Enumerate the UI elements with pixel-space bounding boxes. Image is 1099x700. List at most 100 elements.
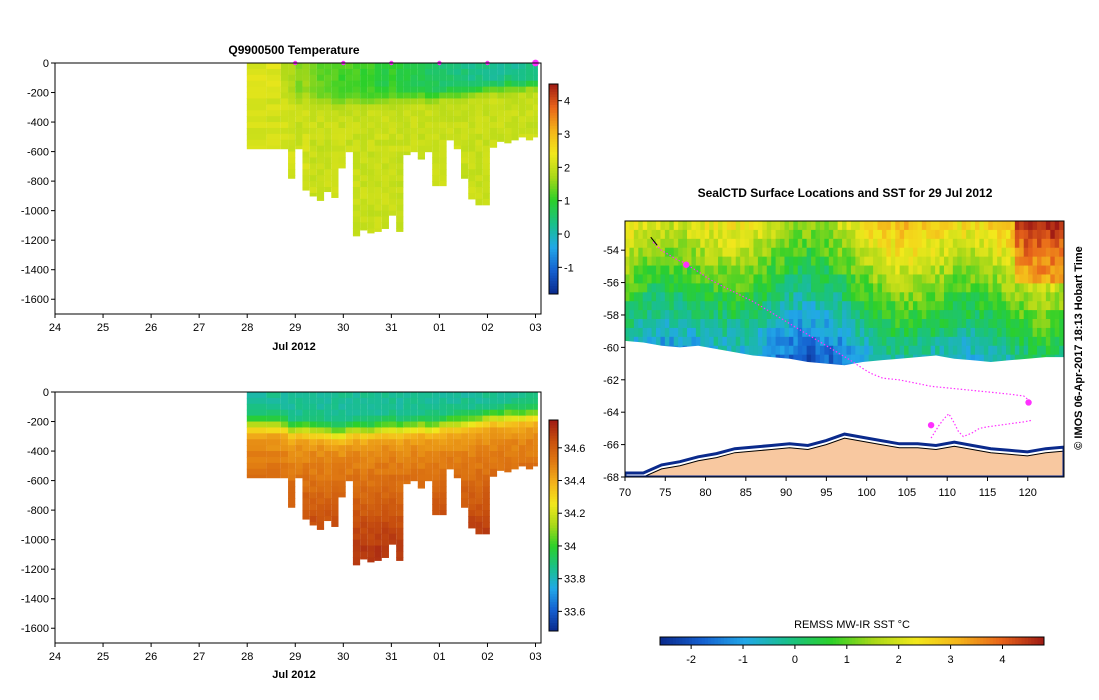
sst-cell xyxy=(966,238,972,249)
heatmap-cell xyxy=(352,480,361,488)
sst-cell xyxy=(678,292,684,302)
sst-cell xyxy=(669,274,675,284)
heatmap-cell xyxy=(388,439,397,446)
heatmap-cell xyxy=(309,68,317,76)
heatmap-cell xyxy=(533,415,538,423)
sst-cell xyxy=(762,221,768,231)
heatmap-cell xyxy=(453,127,462,135)
sst-cell xyxy=(899,274,905,284)
heatmap-cell xyxy=(482,98,490,105)
sst-cell xyxy=(974,274,981,284)
sst-cell xyxy=(970,265,976,276)
heatmap-cell xyxy=(345,139,353,147)
sst-cell xyxy=(966,354,972,365)
heatmap-cell xyxy=(316,480,325,488)
sst-cell xyxy=(740,229,746,240)
heatmap-cell xyxy=(266,127,281,135)
heatmap-cell xyxy=(533,427,538,434)
heatmap-cell xyxy=(475,116,483,123)
sst-cell xyxy=(988,274,994,284)
sst-cell xyxy=(1059,292,1064,302)
heatmap-cell xyxy=(324,433,332,440)
sst-cell xyxy=(842,265,848,276)
sst-cell xyxy=(647,247,653,258)
heatmap-cell xyxy=(396,74,404,82)
heatmap-cell xyxy=(374,110,382,117)
heatmap-cell xyxy=(288,474,296,482)
heatmap-cell xyxy=(388,122,397,129)
heatmap-cell xyxy=(288,98,296,105)
heatmap-cell xyxy=(302,474,310,482)
sst-cell xyxy=(895,301,901,311)
sst-cell xyxy=(1041,327,1047,338)
heatmap-cell xyxy=(468,157,476,164)
track-point xyxy=(927,421,935,429)
sst-cell xyxy=(979,301,985,311)
salinity-xlabel: Jul 2012 xyxy=(272,669,315,681)
sst-cell xyxy=(842,301,848,311)
heatmap-cell xyxy=(388,539,397,545)
colorbar-swatch xyxy=(549,628,558,632)
sst-cell xyxy=(1028,319,1034,329)
sst-cell xyxy=(930,221,936,231)
sst-cell xyxy=(709,274,715,284)
heatmap-cell xyxy=(417,151,425,159)
sst-cell xyxy=(1037,247,1043,258)
heatmap-cell xyxy=(468,516,476,523)
heatmap-cell xyxy=(324,175,332,182)
heatmap-cell xyxy=(266,397,281,405)
heatmap-cell xyxy=(295,86,303,94)
colorbar-swatch xyxy=(549,128,558,132)
heatmap-cell xyxy=(352,539,361,547)
heatmap-cell xyxy=(388,68,397,76)
heatmap-cell xyxy=(288,151,296,159)
sst-cell xyxy=(1032,238,1038,249)
colorbar-swatch xyxy=(549,212,558,216)
sst-cell xyxy=(833,310,839,320)
heatmap-cell xyxy=(468,139,476,147)
heatmap-cell xyxy=(475,415,483,423)
sst-cell xyxy=(638,256,644,267)
heatmap-cell xyxy=(302,98,310,105)
heatmap-cell xyxy=(432,169,440,176)
sst-cell xyxy=(771,310,777,320)
colorbar-swatch xyxy=(549,91,558,95)
heatmap-cell xyxy=(309,116,317,123)
colorbar-swatch xyxy=(804,637,808,645)
heatmap-cell xyxy=(504,421,512,429)
sst-cell xyxy=(1041,238,1047,249)
sst-cell xyxy=(775,283,781,293)
heatmap-cell xyxy=(352,474,361,482)
sst-cell xyxy=(997,229,1003,240)
heatmap-cell xyxy=(439,415,447,423)
heatmap-cell xyxy=(302,462,310,470)
heatmap-cell xyxy=(280,427,289,434)
sst-cell xyxy=(921,221,927,231)
heatmap-cell xyxy=(367,451,375,458)
sst-cell xyxy=(647,256,653,267)
heatmap-cell xyxy=(403,110,411,117)
heatmap-cell xyxy=(288,403,296,411)
heatmap-cell xyxy=(461,486,469,493)
sst-cell xyxy=(664,327,670,338)
sst-cell xyxy=(850,345,856,356)
sst-cell xyxy=(904,238,910,249)
heatmap-cell xyxy=(388,510,397,517)
sst-cell xyxy=(948,301,954,311)
sst-cell xyxy=(678,256,684,267)
sst-cell xyxy=(846,247,852,258)
heatmap-cell xyxy=(388,468,397,476)
sst-cell xyxy=(775,238,781,249)
sst-cell xyxy=(828,345,834,356)
heatmap-cell xyxy=(497,133,505,141)
heatmap-cell xyxy=(482,427,490,434)
sst-cell xyxy=(664,310,670,320)
heatmap-cell xyxy=(497,127,505,135)
sst-cell xyxy=(797,247,803,258)
sst-cell xyxy=(1050,301,1056,311)
sst-cell xyxy=(726,247,732,258)
colorbar-swatch xyxy=(925,637,930,645)
sst-cell xyxy=(1059,265,1064,276)
sst-cell xyxy=(1045,238,1051,249)
